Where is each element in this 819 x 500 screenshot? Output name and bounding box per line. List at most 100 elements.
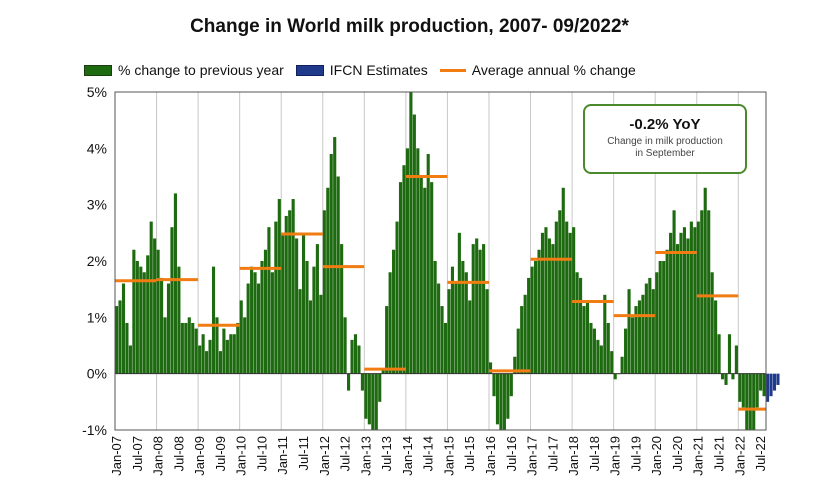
bar-yoy xyxy=(495,373,500,425)
bar-yoy xyxy=(211,266,216,374)
bar-yoy xyxy=(488,362,493,374)
bar-yoy xyxy=(395,221,399,374)
bar-yoy xyxy=(340,244,344,374)
bar-yoy xyxy=(239,300,243,374)
bar-yoy xyxy=(533,261,538,374)
bar-yoy xyxy=(222,328,226,374)
bar-yoy xyxy=(675,244,680,374)
bar-yoy xyxy=(385,306,389,374)
bar-yoy xyxy=(333,137,337,374)
bar-yoy xyxy=(437,283,441,374)
bar-yoy xyxy=(627,289,631,374)
bar-yoy xyxy=(502,373,506,430)
bar-yoy xyxy=(741,373,745,408)
bar-yoy xyxy=(724,373,728,385)
bar-yoy xyxy=(738,373,742,402)
legend-label-yoy: % change to previous year xyxy=(118,62,284,78)
bar-yoy xyxy=(575,272,579,374)
bar-yoy xyxy=(135,261,139,374)
bar-yoy xyxy=(364,373,368,419)
x-tick-label: Jan-14 xyxy=(400,436,415,476)
x-tick-label: Jan-09 xyxy=(192,436,207,476)
x-tick-label: Jan-18 xyxy=(566,436,581,476)
bar-yoy xyxy=(582,306,586,374)
bar-yoy xyxy=(745,373,749,430)
legend: % change to previous year IFCN Estimates… xyxy=(84,60,648,80)
bar-yoy xyxy=(637,300,641,374)
bar-yoy xyxy=(700,210,704,374)
y-tick-label: 1% xyxy=(87,309,107,325)
bar-yoy xyxy=(402,165,406,374)
bar-yoy xyxy=(218,351,222,374)
bar-yoy xyxy=(755,373,759,408)
bar-yoy xyxy=(669,232,673,374)
legend-label-ifcn: IFCN Estimates xyxy=(329,62,428,78)
bar-yoy xyxy=(464,272,468,374)
bar-ifcn-estimate xyxy=(776,373,780,385)
bar-yoy xyxy=(378,373,382,402)
y-tick-label: 0% xyxy=(87,366,107,382)
bar-yoy xyxy=(426,153,430,374)
bar-yoy xyxy=(180,322,184,374)
bar-yoy xyxy=(319,294,323,374)
bar-yoy xyxy=(707,210,711,374)
bar-yoy xyxy=(246,283,250,374)
bar-yoy xyxy=(194,328,198,374)
x-tick-label: Jul-20 xyxy=(670,436,685,471)
bar-yoy xyxy=(506,373,510,419)
bar-yoy xyxy=(523,294,527,374)
bar-yoy xyxy=(596,339,600,374)
bar-yoy xyxy=(734,345,738,374)
bar-yoy xyxy=(132,249,136,374)
bar-yoy xyxy=(748,373,752,430)
bar-yoy xyxy=(423,187,427,374)
bar-yoy xyxy=(381,368,385,374)
bar-yoy xyxy=(440,306,444,374)
bar-yoy xyxy=(450,266,455,374)
bar-yoy xyxy=(357,345,361,374)
bar-yoy xyxy=(558,210,562,374)
bar-yoy xyxy=(430,182,434,374)
x-tick-label: Jul-16 xyxy=(504,436,519,471)
bar-yoy xyxy=(686,238,690,374)
bar-yoy xyxy=(229,334,233,374)
bar-yoy xyxy=(308,300,313,374)
x-tick-label: Jul-10 xyxy=(254,436,269,471)
x-tick-label: Jan-17 xyxy=(525,436,540,476)
bar-yoy xyxy=(128,345,132,374)
bar-yoy xyxy=(540,232,545,374)
legend-swatch-yoy xyxy=(84,64,112,76)
bar-yoy xyxy=(468,300,472,374)
bar-yoy xyxy=(260,261,264,374)
x-tick-label: Jan-11 xyxy=(275,436,290,475)
bar-yoy xyxy=(443,322,448,374)
bar-yoy xyxy=(256,283,261,374)
bar-yoy xyxy=(347,373,351,391)
bar-yoy xyxy=(752,373,756,430)
x-tick-label: Jul-19 xyxy=(628,436,643,471)
bar-yoy xyxy=(253,272,257,374)
bar-yoy xyxy=(662,261,666,374)
bar-yoy xyxy=(710,272,714,374)
x-tick-label: Jan-22 xyxy=(732,436,747,476)
legend-item-ifcn: IFCN Estimates xyxy=(295,62,428,78)
bar-yoy xyxy=(727,334,732,374)
bar-yoy xyxy=(177,266,181,374)
bar-yoy xyxy=(166,283,171,374)
bar-yoy xyxy=(630,317,635,374)
x-tick-label: Jan-10 xyxy=(234,436,249,476)
bar-yoy xyxy=(263,249,268,374)
bar-yoy xyxy=(714,300,718,374)
bar-yoy xyxy=(696,221,700,374)
bar-yoy xyxy=(142,272,146,374)
bar-yoy xyxy=(682,227,687,374)
bar-yoy xyxy=(416,148,420,374)
bar-yoy xyxy=(655,272,659,374)
bar-yoy xyxy=(291,199,295,374)
bar-yoy xyxy=(606,322,610,374)
bar-yoy xyxy=(703,187,707,374)
bar-yoy xyxy=(759,373,763,391)
bar-yoy xyxy=(322,210,326,374)
bar-yoy xyxy=(146,255,150,374)
bar-yoy xyxy=(243,317,247,374)
